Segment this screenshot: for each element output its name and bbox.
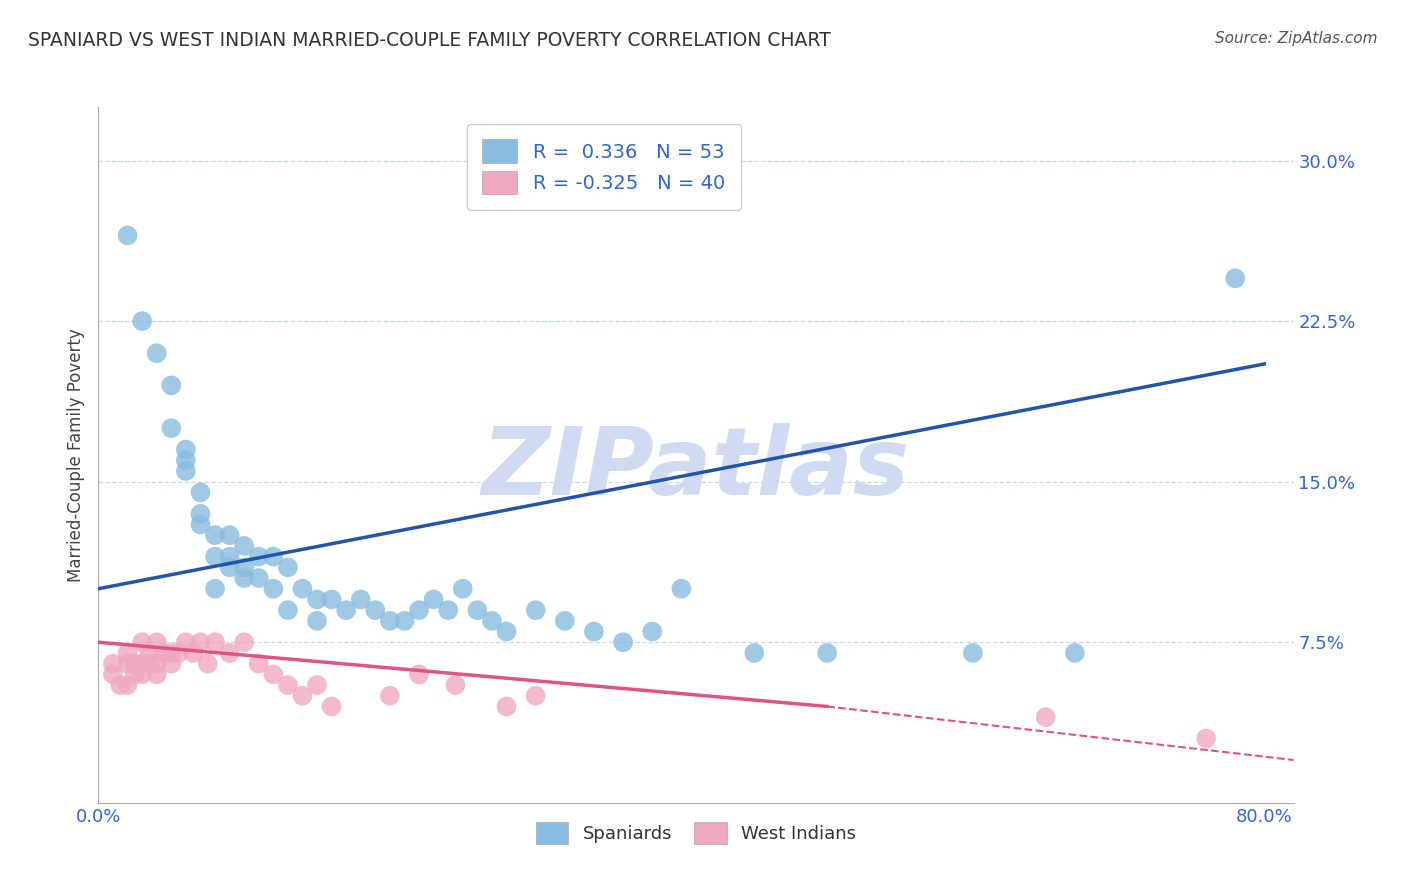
Point <box>190 485 212 500</box>
Point <box>145 667 167 681</box>
Point <box>174 464 197 478</box>
Point <box>190 517 212 532</box>
Point <box>451 582 474 596</box>
Point <box>612 635 634 649</box>
Point <box>110 678 132 692</box>
Point <box>408 603 430 617</box>
Point <box>174 635 197 649</box>
Point <box>962 646 984 660</box>
Point <box>495 699 517 714</box>
Point <box>247 571 270 585</box>
Point <box>524 603 547 617</box>
Point <box>671 582 693 596</box>
Point <box>138 657 160 671</box>
Text: SPANIARD VS WEST INDIAN MARRIED-COUPLE FAMILY POVERTY CORRELATION CHART: SPANIARD VS WEST INDIAN MARRIED-COUPLE F… <box>28 31 831 50</box>
Point <box>350 592 373 607</box>
Point <box>262 667 284 681</box>
Point <box>124 657 146 671</box>
Point <box>131 657 153 671</box>
Point <box>131 667 153 681</box>
Point <box>444 678 467 692</box>
Point <box>321 592 343 607</box>
Point <box>742 646 765 660</box>
Point <box>204 582 226 596</box>
Point <box>145 346 167 360</box>
Point <box>277 560 299 574</box>
Point <box>174 453 197 467</box>
Point <box>117 657 139 671</box>
Point <box>305 592 328 607</box>
Point <box>131 314 153 328</box>
Point <box>291 582 314 596</box>
Point <box>247 549 270 564</box>
Point <box>138 646 160 660</box>
Point <box>117 646 139 660</box>
Point <box>305 678 328 692</box>
Point <box>641 624 664 639</box>
Point <box>131 635 153 649</box>
Point <box>1195 731 1218 746</box>
Point <box>167 646 190 660</box>
Point <box>233 635 256 649</box>
Point <box>218 528 240 542</box>
Point <box>101 667 124 681</box>
Point <box>218 549 240 564</box>
Point <box>364 603 387 617</box>
Point <box>190 635 212 649</box>
Point <box>190 507 212 521</box>
Point <box>160 421 183 435</box>
Point <box>197 657 219 671</box>
Point <box>1035 710 1057 724</box>
Point <box>124 667 146 681</box>
Point <box>218 560 240 574</box>
Point <box>174 442 197 457</box>
Point <box>305 614 328 628</box>
Point <box>495 624 517 639</box>
Point <box>378 689 401 703</box>
Point <box>277 678 299 692</box>
Point <box>335 603 357 617</box>
Point <box>204 549 226 564</box>
Point <box>160 657 183 671</box>
Point <box>247 657 270 671</box>
Point <box>291 689 314 703</box>
Point <box>394 614 416 628</box>
Y-axis label: Married-Couple Family Poverty: Married-Couple Family Poverty <box>66 328 84 582</box>
Point <box>233 539 256 553</box>
Point <box>233 560 256 574</box>
Point <box>262 549 284 564</box>
Point <box>262 582 284 596</box>
Text: ZIPatlas: ZIPatlas <box>482 423 910 515</box>
Point <box>153 646 176 660</box>
Text: Source: ZipAtlas.com: Source: ZipAtlas.com <box>1215 31 1378 46</box>
Point <box>554 614 576 628</box>
Point <box>145 635 167 649</box>
Point <box>408 667 430 681</box>
Point <box>1064 646 1087 660</box>
Point <box>524 689 547 703</box>
Point <box>160 378 183 392</box>
Point <box>422 592 444 607</box>
Point <box>181 646 204 660</box>
Point <box>277 603 299 617</box>
Point <box>815 646 838 660</box>
Point <box>378 614 401 628</box>
Point <box>117 228 139 243</box>
Point <box>204 635 226 649</box>
Point <box>467 603 489 617</box>
Point <box>233 571 256 585</box>
Point <box>481 614 503 628</box>
Point <box>1225 271 1247 285</box>
Point <box>204 528 226 542</box>
Point <box>101 657 124 671</box>
Point <box>582 624 605 639</box>
Point <box>117 678 139 692</box>
Point <box>218 646 240 660</box>
Point <box>145 657 167 671</box>
Point <box>160 646 183 660</box>
Point <box>437 603 460 617</box>
Legend: Spaniards, West Indians: Spaniards, West Indians <box>523 809 869 856</box>
Point <box>321 699 343 714</box>
